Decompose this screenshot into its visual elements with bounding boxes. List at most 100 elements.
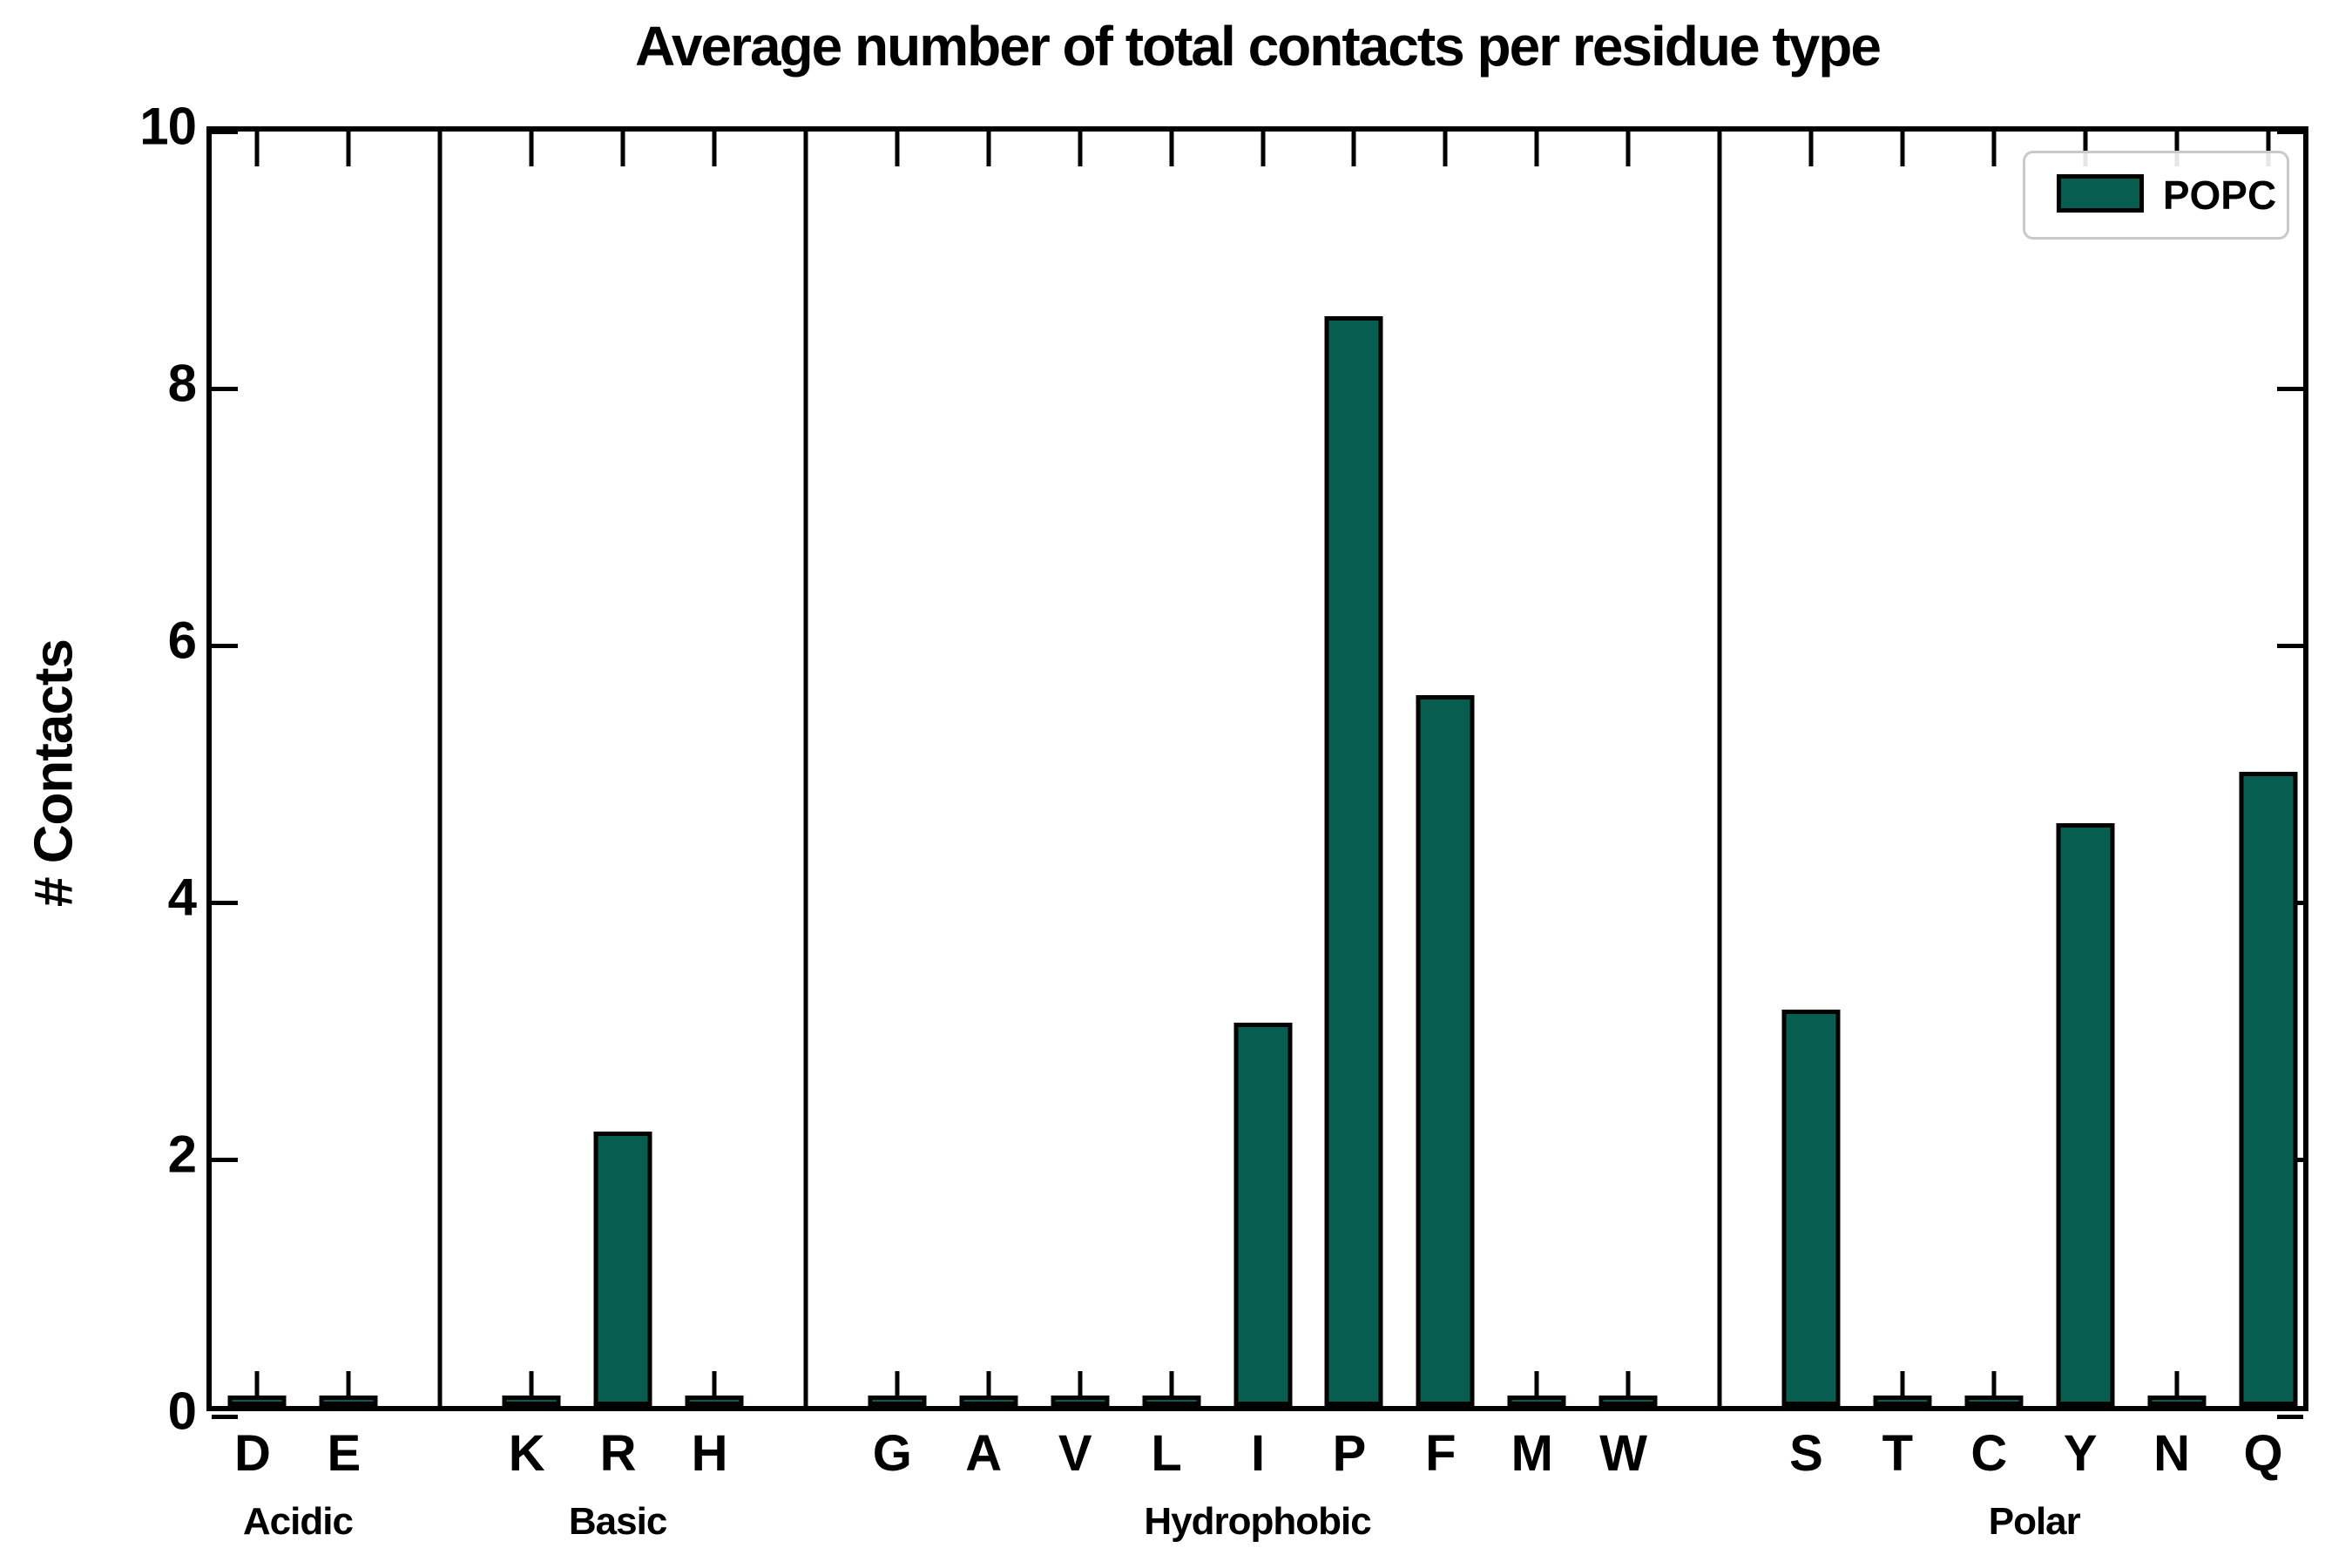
y-axis-label: # Contacts	[24, 639, 84, 907]
y-tick-mark-left-4	[212, 900, 238, 905]
bar-T	[1873, 1396, 1932, 1406]
y-tick-label-4: 4	[167, 868, 197, 927]
bar-L	[1142, 1396, 1201, 1406]
bar-R	[593, 1132, 652, 1406]
x-tick-top-Y	[2083, 132, 2088, 166]
bar-P	[1324, 315, 1383, 1406]
y-tick-mark-left-8	[212, 386, 238, 391]
x-tick-top-S	[1808, 132, 1814, 166]
y-tick-mark-right-8	[2277, 386, 2303, 391]
bar-Y	[2056, 823, 2115, 1406]
x-label-C: C	[1970, 1425, 2007, 1482]
x-label-Q: Q	[2243, 1425, 2282, 1482]
x-label-F: F	[1425, 1425, 1456, 1482]
x-tick-bottom-D	[254, 1371, 260, 1406]
y-tick-label-8: 8	[167, 354, 197, 413]
bar-I	[1233, 1022, 1292, 1406]
group-label-basic: Basic	[568, 1500, 667, 1543]
group-label-hydrophobic: Hydrophobic	[1144, 1500, 1371, 1543]
x-label-R: R	[599, 1425, 637, 1482]
x-tick-top-I	[1260, 132, 1265, 166]
group-divider-1	[803, 132, 808, 1406]
x-tick-top-H	[712, 132, 717, 166]
x-tick-top-W	[1625, 132, 1631, 166]
x-tick-top-G	[895, 132, 900, 166]
x-tick-top-N	[2174, 132, 2180, 166]
x-label-E: E	[327, 1425, 362, 1482]
x-tick-bottom-G	[895, 1371, 900, 1406]
x-tick-bottom-W	[1625, 1371, 1631, 1406]
y-tick-label-2: 2	[167, 1125, 197, 1184]
bar-M	[1507, 1396, 1566, 1406]
x-label-K: K	[508, 1425, 545, 1482]
x-tick-top-K	[529, 132, 534, 166]
x-label-Y: Y	[2063, 1425, 2098, 1482]
group-divider-2	[1717, 132, 1722, 1406]
x-tick-bottom-H	[712, 1371, 717, 1406]
bar-A	[959, 1396, 1018, 1406]
y-tick-label-6: 6	[167, 611, 197, 670]
x-tick-top-Q	[2266, 132, 2271, 166]
x-label-V: V	[1058, 1425, 1092, 1482]
x-tick-top-F	[1443, 132, 1448, 166]
group-divider-0	[437, 132, 443, 1406]
x-tick-bottom-M	[1534, 1371, 1539, 1406]
bar-G	[868, 1396, 927, 1406]
legend-series-label: POPC	[2162, 172, 2277, 218]
x-tick-bottom-K	[529, 1371, 534, 1406]
x-tick-top-P	[1351, 132, 1356, 166]
y-tick-mark-right-10	[2277, 129, 2303, 134]
x-tick-top-E	[346, 132, 351, 166]
x-label-H: H	[691, 1425, 728, 1482]
y-tick-mark-right-0	[2277, 1414, 2303, 1419]
y-tick-mark-left-10	[212, 129, 238, 134]
bar-C	[1964, 1396, 2024, 1406]
x-tick-bottom-C	[1991, 1371, 1997, 1406]
bar-N	[2147, 1396, 2207, 1406]
x-label-A: A	[965, 1425, 1002, 1482]
y-tick-mark-left-2	[212, 1157, 238, 1162]
y-tick-label-10: 10	[139, 97, 197, 156]
chart-title: Average number of total contacts per res…	[635, 15, 1882, 78]
x-tick-top-V	[1078, 132, 1083, 166]
x-label-L: L	[1151, 1425, 1181, 1482]
x-label-S: S	[1789, 1425, 1823, 1482]
x-tick-top-D	[254, 132, 260, 166]
bar-H	[685, 1396, 744, 1406]
x-tick-top-T	[1900, 132, 1905, 166]
x-label-I: I	[1250, 1425, 1265, 1482]
x-label-G: G	[872, 1425, 912, 1482]
bar-F	[1416, 694, 1475, 1406]
x-label-W: W	[1599, 1425, 1647, 1482]
x-label-N: N	[2153, 1425, 2190, 1482]
x-tick-bottom-E	[346, 1371, 351, 1406]
x-tick-top-L	[1169, 132, 1174, 166]
x-tick-top-M	[1534, 132, 1539, 166]
group-label-polar: Polar	[1988, 1500, 2081, 1543]
bar-Q	[2239, 772, 2298, 1406]
x-label-M: M	[1511, 1425, 1553, 1482]
x-tick-top-C	[1991, 132, 1997, 166]
bar-E	[319, 1396, 378, 1406]
bar-K	[502, 1396, 561, 1406]
x-tick-top-A	[986, 132, 991, 166]
x-tick-bottom-V	[1078, 1371, 1083, 1406]
x-tick-bottom-N	[2174, 1371, 2180, 1406]
y-tick-mark-left-6	[212, 643, 238, 648]
x-label-P: P	[1332, 1425, 1367, 1482]
x-tick-bottom-A	[986, 1371, 991, 1406]
x-tick-bottom-T	[1900, 1371, 1905, 1406]
x-tick-top-R	[620, 132, 625, 166]
plot-area	[206, 126, 2308, 1419]
y-tick-label-0: 0	[167, 1382, 197, 1441]
x-tick-bottom-L	[1169, 1371, 1174, 1406]
x-label-D: D	[234, 1425, 271, 1482]
legend-box: POPC	[2023, 151, 2289, 240]
bar-V	[1051, 1396, 1110, 1406]
bar-S	[1781, 1010, 1841, 1406]
y-tick-mark-left-0	[212, 1414, 238, 1419]
y-tick-mark-right-6	[2277, 643, 2303, 648]
bar-D	[227, 1396, 287, 1406]
legend-color-swatch	[2057, 174, 2144, 213]
